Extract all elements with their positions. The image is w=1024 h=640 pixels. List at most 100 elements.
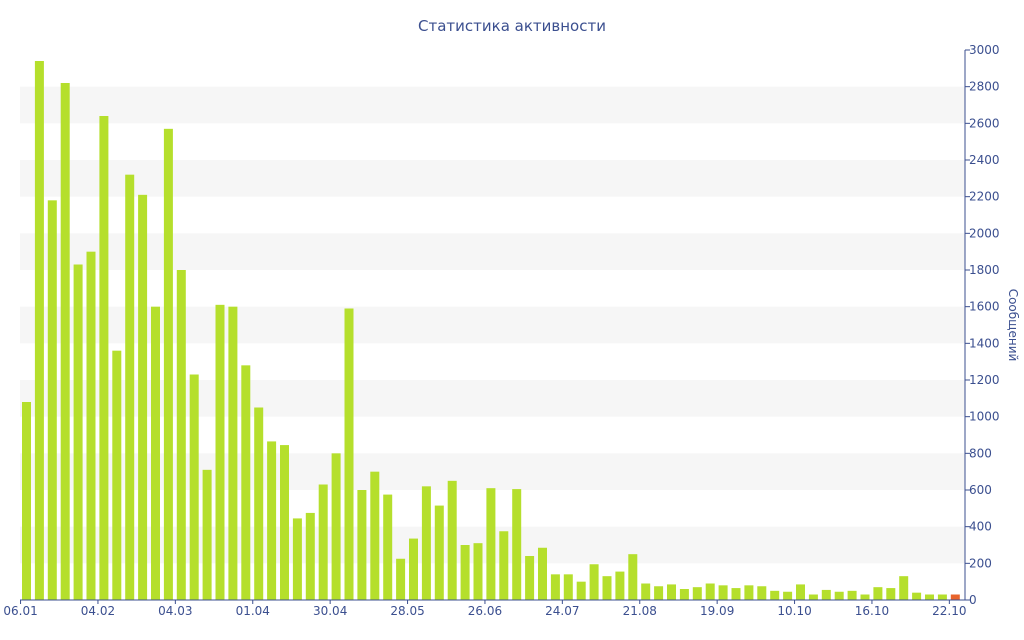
x-tick-label: 24.07 xyxy=(545,604,579,618)
x-tick-label: 19.09 xyxy=(700,604,734,618)
bar xyxy=(138,194,148,600)
bar xyxy=(267,441,277,600)
grid-band xyxy=(20,306,965,344)
bar xyxy=(499,531,509,600)
bar xyxy=(899,576,909,600)
bar xyxy=(821,589,831,600)
y-tick-label: 1600 xyxy=(969,300,1000,314)
bar xyxy=(202,469,212,600)
bar xyxy=(641,583,651,600)
x-tick-label: 10.10 xyxy=(777,604,811,618)
bar xyxy=(370,471,380,600)
bar xyxy=(912,592,922,600)
bar xyxy=(396,558,406,600)
y-tick-label: 3000 xyxy=(969,43,1000,57)
bar xyxy=(589,564,599,600)
bar xyxy=(886,588,896,600)
x-ticks: 06.01 04.02 04.03 01.04 30.04 28.05 26.06 24.07… xyxy=(3,600,967,618)
y-ticks: 0 200 400 600 800 1000 1200 1400 1600 1800 2000 220… xyxy=(965,43,1000,607)
grid-band xyxy=(20,160,965,197)
bar xyxy=(538,547,547,600)
bar xyxy=(254,407,264,600)
bar xyxy=(796,584,805,600)
y-tick-label: 2400 xyxy=(969,153,1000,167)
bar xyxy=(331,453,341,600)
bar xyxy=(305,512,315,600)
bar xyxy=(679,589,689,600)
x-tick-label: 21.08 xyxy=(623,604,657,618)
bar xyxy=(60,83,70,600)
bar xyxy=(189,374,199,600)
bar xyxy=(280,445,289,600)
y-tick-label: 1200 xyxy=(969,373,1000,387)
x-tick-label: 01.04 xyxy=(236,604,270,618)
bar xyxy=(808,594,818,600)
x-tick-label: 04.03 xyxy=(158,604,192,618)
bar xyxy=(937,594,947,600)
y-tick-label: 400 xyxy=(969,520,992,534)
bar xyxy=(241,365,251,600)
bar xyxy=(667,584,676,600)
bar xyxy=(176,270,186,600)
bar xyxy=(73,264,83,600)
bar xyxy=(357,490,367,600)
bar xyxy=(473,543,483,600)
y-tick-label: 0 xyxy=(969,593,977,607)
bar xyxy=(576,581,586,600)
bar xyxy=(125,174,135,601)
bar xyxy=(602,576,612,600)
bar xyxy=(525,556,535,600)
bar xyxy=(563,574,573,600)
y-tick-label: 2600 xyxy=(969,116,1000,130)
bar xyxy=(873,587,883,600)
bar xyxy=(99,116,109,600)
bar xyxy=(434,505,444,600)
bar xyxy=(770,590,780,600)
y-axis-label: Сообщений xyxy=(1006,289,1020,362)
x-tick-label: 26.06 xyxy=(468,604,502,618)
bar xyxy=(744,585,754,600)
y-tick-label: 2800 xyxy=(969,80,1000,94)
bar xyxy=(512,489,522,600)
x-tick-label: 04.02 xyxy=(81,604,115,618)
chart-title: Статистика активности xyxy=(418,17,606,35)
bar xyxy=(925,594,934,600)
bar xyxy=(705,583,715,600)
bar xyxy=(847,590,857,600)
bar xyxy=(163,128,173,600)
bar xyxy=(628,554,638,600)
bar xyxy=(292,518,302,600)
bar xyxy=(215,304,225,600)
x-tick-label: 30.04 xyxy=(313,604,347,618)
bar xyxy=(22,402,31,600)
grid-band xyxy=(20,453,965,490)
bar xyxy=(615,571,625,600)
bar xyxy=(228,306,238,600)
x-tick-label: 16.10 xyxy=(855,604,889,618)
y-tick-label: 2200 xyxy=(969,190,1000,204)
bar xyxy=(318,484,328,600)
bar xyxy=(447,480,457,600)
y-tick-label: 800 xyxy=(969,446,992,460)
bar xyxy=(112,350,122,600)
y-tick-label: 1400 xyxy=(969,336,1000,350)
y-tick-label: 600 xyxy=(969,483,992,497)
grid-bands xyxy=(20,86,965,564)
bar xyxy=(460,545,470,600)
y-tick-label: 1000 xyxy=(969,410,1000,424)
bar xyxy=(731,588,741,600)
y-tick-label: 200 xyxy=(969,556,992,570)
bar xyxy=(550,574,560,600)
bar xyxy=(344,308,354,600)
bar xyxy=(486,488,496,600)
x-tick-label: 06.01 xyxy=(3,604,37,618)
bar xyxy=(86,251,96,601)
bar xyxy=(860,594,870,600)
bars xyxy=(22,61,960,601)
grid-band xyxy=(20,380,965,417)
bar xyxy=(151,306,160,600)
bar xyxy=(950,594,960,600)
y-tick-label: 1800 xyxy=(969,263,1000,277)
bar xyxy=(718,585,728,600)
